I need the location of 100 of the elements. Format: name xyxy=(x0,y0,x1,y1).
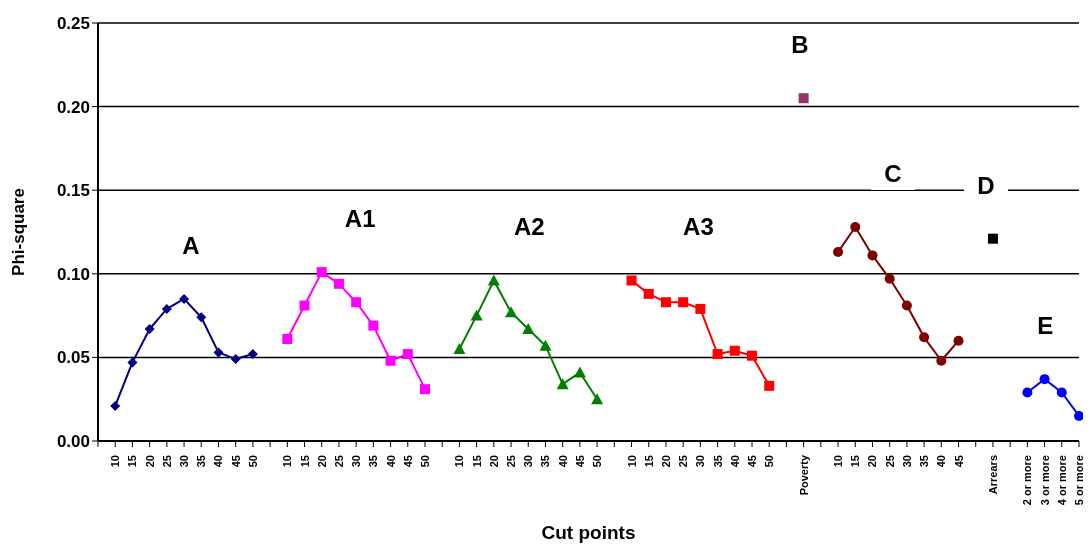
x-tick-label: 15 xyxy=(470,455,483,468)
x-tick-label: 10 xyxy=(281,455,294,468)
point xyxy=(213,347,224,358)
point xyxy=(987,233,998,244)
y-tick-label: 0.25 xyxy=(56,14,90,34)
point xyxy=(1022,387,1033,398)
point xyxy=(179,293,190,304)
point xyxy=(351,297,362,308)
point xyxy=(333,278,344,289)
point xyxy=(747,350,757,361)
x-tick-label: 45 xyxy=(746,455,758,468)
point xyxy=(522,322,535,334)
series-label: A xyxy=(182,231,200,259)
x-tick-label: 45 xyxy=(573,455,586,468)
x-tick-label: 10 xyxy=(109,455,122,468)
y-tick-label: 0.15 xyxy=(56,181,90,201)
point xyxy=(487,274,500,286)
point xyxy=(385,355,396,366)
x-tick-label: 50 xyxy=(591,455,604,468)
x-tick-label: 10 xyxy=(625,455,638,468)
x-tick-label: 45 xyxy=(952,455,965,468)
point xyxy=(643,288,654,299)
point xyxy=(936,355,947,366)
point xyxy=(626,275,637,286)
series-label: D xyxy=(977,171,995,199)
x-tick-label: 40 xyxy=(556,455,569,468)
point xyxy=(402,349,413,360)
x-tick-label: 30 xyxy=(350,455,363,468)
x-tick-label: Poverty xyxy=(797,454,810,496)
x-tick-label: 35 xyxy=(539,455,552,468)
x-tick-label: 30 xyxy=(178,455,191,468)
point xyxy=(678,297,689,308)
x-tick-label: 10 xyxy=(832,455,845,468)
x-tick-label: 35 xyxy=(367,455,380,468)
x-tick-label: 15 xyxy=(298,455,311,468)
point xyxy=(1039,374,1050,385)
point xyxy=(539,339,552,351)
y-tick-label: 0.00 xyxy=(56,432,90,452)
x-tick-label: 35 xyxy=(918,455,931,468)
point xyxy=(798,93,809,104)
x-tick-label: 10 xyxy=(453,455,466,468)
point xyxy=(729,345,740,356)
x-tick-label: 45 xyxy=(229,455,242,468)
series-label: B xyxy=(791,31,809,59)
point xyxy=(110,400,121,411)
point xyxy=(1056,387,1067,398)
x-tick-label: 40 xyxy=(935,455,948,468)
point xyxy=(901,300,912,311)
x-tick-label: 5 or more xyxy=(1073,455,1085,506)
point xyxy=(196,312,207,323)
point xyxy=(712,349,723,360)
point xyxy=(127,357,138,368)
x-tick-label: 40 xyxy=(384,455,397,468)
x-tick-label: 50 xyxy=(246,455,259,468)
point xyxy=(764,380,775,391)
x-tick-label: 20 xyxy=(866,455,879,468)
point xyxy=(1074,410,1083,421)
x-tick-label: 30 xyxy=(522,455,535,468)
series-label: C xyxy=(884,159,902,187)
x-tick-label: 25 xyxy=(883,455,896,468)
x-axis-title: Cut points xyxy=(541,522,636,543)
x-tick-label: 25 xyxy=(677,455,690,468)
point xyxy=(505,306,518,318)
point xyxy=(247,349,258,360)
x-tick-label: 20 xyxy=(659,455,672,468)
x-tick-label: Arrears xyxy=(986,455,999,495)
x-tick-label: 15 xyxy=(642,455,655,468)
point xyxy=(161,303,172,314)
text: A3 xyxy=(683,213,714,241)
x-tick-label: 15 xyxy=(849,455,862,468)
point xyxy=(660,297,671,308)
x-tick-label: 30 xyxy=(900,455,913,468)
point xyxy=(230,354,241,365)
y-axis-title: Phi-square xyxy=(9,188,29,276)
x-tick-label: 4 or more xyxy=(1055,455,1068,506)
x-tick-label: 20 xyxy=(487,455,500,468)
point xyxy=(919,332,930,343)
series-label: A1 xyxy=(344,205,376,233)
x-tick-label: 35 xyxy=(711,455,724,468)
x-tick-label: 20 xyxy=(315,455,328,468)
y-tick-label: 0.20 xyxy=(56,97,90,117)
point xyxy=(299,300,310,311)
point xyxy=(850,221,861,232)
x-tick-label: 25 xyxy=(332,455,345,468)
x-tick-label: 30 xyxy=(694,455,707,468)
point xyxy=(591,393,604,405)
series-label: A2 xyxy=(513,213,545,241)
point xyxy=(695,303,706,314)
y-tick-label: 0.05 xyxy=(56,348,90,368)
point xyxy=(282,334,293,345)
x-tick-label: 40 xyxy=(212,455,225,468)
x-tick-label: 2 or more xyxy=(1021,455,1034,506)
x-tick-label: 25 xyxy=(505,455,518,468)
x-tick-label: 50 xyxy=(763,455,776,468)
x-tick-label: 3 or more xyxy=(1038,455,1051,506)
point xyxy=(368,320,379,331)
x-tick-label: 40 xyxy=(728,455,741,468)
y-tick-label: 0.10 xyxy=(56,264,90,284)
series-label: E xyxy=(1037,312,1054,340)
point xyxy=(953,335,964,346)
